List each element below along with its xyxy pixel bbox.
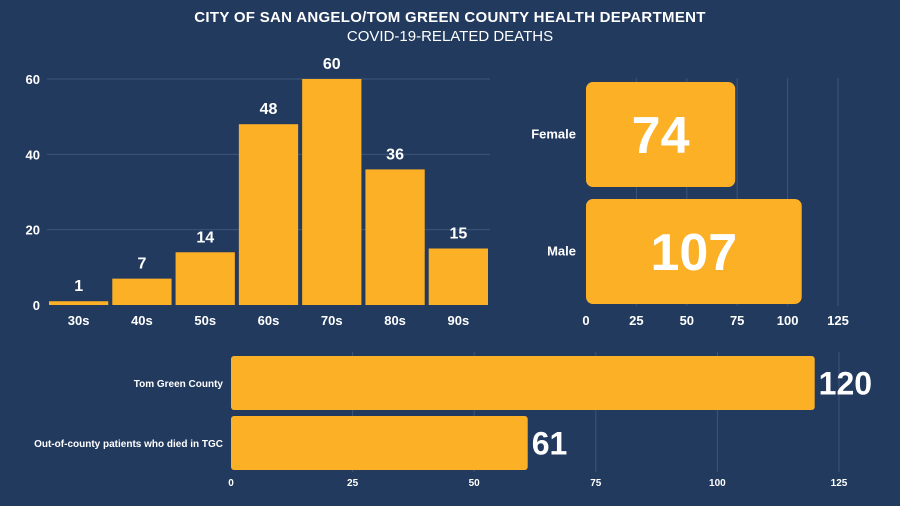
page-title: CITY OF SAN ANGELO/TOM GREEN COUNTY HEAL…: [194, 9, 706, 26]
value-label: 120: [819, 366, 872, 402]
x-tick-label: 125: [831, 478, 848, 489]
category-label: Female: [531, 127, 576, 142]
x-tick-label: 100: [777, 313, 799, 328]
age-bar-70s: [302, 79, 362, 305]
x-tick-label: 50s: [194, 313, 216, 328]
age-value-label: 1: [74, 278, 83, 295]
age-value-label: 7: [137, 256, 146, 273]
x-tick-label: 75: [590, 478, 602, 489]
age-bar-40s: [112, 278, 172, 305]
hbar-1: [586, 199, 802, 304]
x-tick-label: 50: [469, 478, 481, 489]
y-tick-label: 60: [26, 72, 40, 87]
age-value-label: 60: [323, 56, 341, 73]
y-tick-label: 40: [26, 147, 40, 162]
age-bar-90s: [428, 248, 488, 305]
age-value-label: 36: [386, 146, 404, 163]
x-tick-label: 60s: [258, 313, 280, 328]
y-tick-label: 20: [26, 223, 40, 238]
x-tick-label: 100: [709, 478, 726, 489]
hbar-0: [586, 82, 736, 187]
age-value-label: 48: [260, 101, 278, 118]
hbar-0: [231, 356, 815, 410]
x-tick-label: 90s: [448, 313, 470, 328]
x-tick-label: 80s: [384, 313, 406, 328]
x-tick-label: 70s: [321, 313, 343, 328]
category-label: Male: [547, 244, 576, 259]
value-label: 74: [632, 107, 690, 165]
age-bar-80s: [365, 169, 425, 305]
value-label: 107: [650, 224, 737, 282]
x-tick-label: 75: [730, 313, 744, 328]
y-tick-label: 0: [33, 298, 40, 313]
x-tick-label: 40s: [131, 313, 153, 328]
age-value-label: 14: [196, 229, 214, 246]
value-label: 61: [532, 426, 568, 462]
page-subtitle: COVID-19-RELATED DEATHS: [346, 28, 554, 45]
category-label: Tom Green County: [134, 379, 224, 390]
x-tick-label: 25: [347, 478, 359, 489]
x-tick-label: 25: [629, 313, 643, 328]
category-label: Out-of-county patients who died in TGC: [34, 439, 223, 450]
x-tick-label: 30s: [68, 313, 90, 328]
age-bar-50s: [175, 252, 235, 305]
x-tick-label: 50: [680, 313, 694, 328]
x-tick-label: 0: [582, 313, 589, 328]
x-tick-label: 0: [228, 478, 234, 489]
hbar-1: [231, 416, 528, 470]
age-bar-60s: [238, 124, 299, 305]
age-value-label: 15: [449, 226, 467, 243]
x-tick-label: 125: [827, 313, 849, 328]
age-bar-30s: [49, 301, 109, 305]
